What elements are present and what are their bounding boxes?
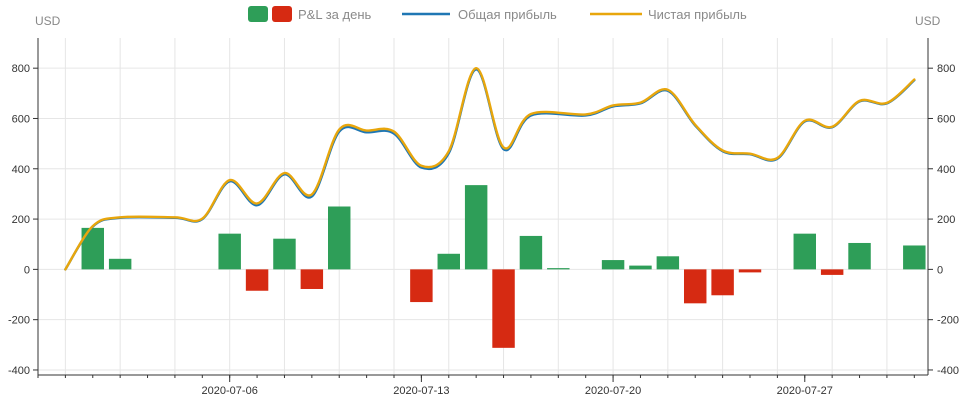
legend-item-daily-pnl[interactable]: P&L за день <box>248 6 371 22</box>
legend-label-total-profit: Общая прибыль <box>458 7 557 22</box>
y-tick-label-left: 600 <box>12 113 30 125</box>
y-unit-left: USD <box>35 14 61 28</box>
legend-item-total-profit[interactable]: Общая прибыль <box>402 7 557 22</box>
y-tick-label-right: -200 <box>937 315 959 327</box>
bar-positive <box>793 233 816 270</box>
legend[interactable]: P&L за день Общая прибыль Чистая прибыль <box>248 6 747 22</box>
y-tick-label-left: 800 <box>12 63 30 75</box>
x-tick-label: 2020-07-06 <box>202 385 258 397</box>
bar-positive <box>328 206 351 270</box>
x-tick-label: 2020-07-27 <box>777 385 833 397</box>
y-tick-label-left: 400 <box>12 164 30 176</box>
bar-positive <box>547 268 570 270</box>
bar-negative <box>245 269 269 291</box>
y-tick-label-left: 200 <box>12 214 30 226</box>
daily-pnl-bars <box>81 185 926 348</box>
bar-positive <box>81 227 104 270</box>
bar-positive <box>656 256 680 270</box>
y-tick-label-right: 800 <box>937 63 955 75</box>
bar-positive <box>848 242 871 270</box>
bar-positive <box>108 258 132 270</box>
y-tick-label-right: 400 <box>937 164 955 176</box>
bar-positive <box>273 238 296 270</box>
profit-lines <box>64 66 916 271</box>
bar-negative <box>820 269 844 275</box>
bar-positive <box>519 235 543 270</box>
y-tick-label-right: -400 <box>937 365 959 377</box>
x-tick-label: 2020-07-20 <box>585 385 641 397</box>
bar-positive <box>629 265 652 270</box>
bar-positive <box>437 253 460 270</box>
bar-positive <box>218 233 241 270</box>
bar-positive <box>601 260 625 270</box>
legend-label-daily-pnl: P&L за день <box>298 7 371 22</box>
legend-item-net-profit[interactable]: Чистая прибыль <box>590 7 747 22</box>
bar-negative <box>684 269 707 304</box>
bar-positive <box>903 245 926 270</box>
line-net-profit <box>64 66 916 271</box>
y-unit-right: USD <box>915 14 941 28</box>
legend-label-net-profit: Чистая прибыль <box>648 7 747 22</box>
y-tick-label-right: 200 <box>937 214 955 226</box>
bar-negative <box>492 269 515 348</box>
line-total-profit <box>64 68 916 271</box>
bar-negative <box>711 269 734 296</box>
y-tick-label-left: -200 <box>8 315 30 327</box>
bar-negative <box>738 269 762 273</box>
y-tick-label-right: 0 <box>937 264 943 276</box>
bar-negative <box>300 269 324 289</box>
x-tick-label: 2020-07-13 <box>393 385 449 397</box>
bar-negative <box>410 269 433 303</box>
y-tick-label-left: 0 <box>24 264 30 276</box>
bar-positive <box>464 185 488 270</box>
y-tick-label-left: -400 <box>8 365 30 377</box>
legend-swatch-positive <box>248 6 268 22</box>
legend-swatch-negative <box>272 6 292 22</box>
y-tick-label-right: 600 <box>937 113 955 125</box>
axes: -400 -400 -200 -200 0 0 200 200 400 400 600 600 800 8… <box>8 38 959 397</box>
